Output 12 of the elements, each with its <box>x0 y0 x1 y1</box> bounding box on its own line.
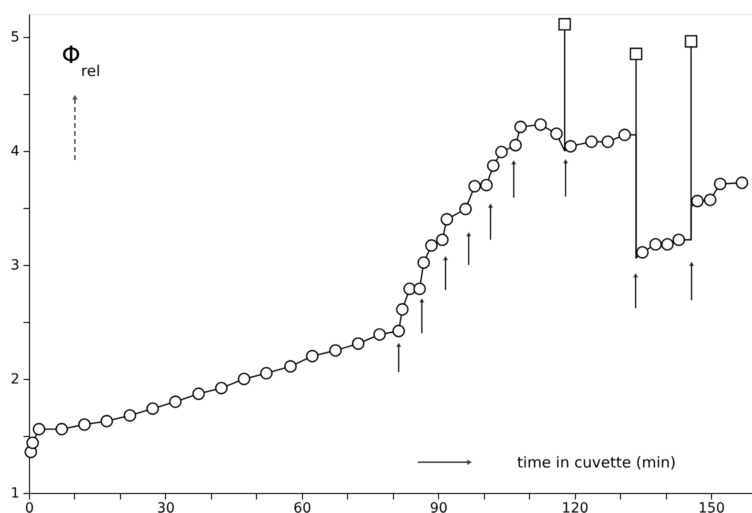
y-tick-label: 3 <box>10 257 20 274</box>
y-tick-label: 4 <box>10 143 20 160</box>
x-tick-label: 0 <box>25 500 34 513</box>
x-tick-label: 150 <box>698 500 725 513</box>
y-tick-label: 5 <box>10 29 20 46</box>
x-tick-label: 30 <box>157 500 175 513</box>
x-axis-title: time in cuvette (min) <box>517 454 676 472</box>
y-tick-label: 1 <box>10 486 20 502</box>
x-tick-label: 120 <box>562 500 589 513</box>
x-tick-label: 60 <box>293 500 312 513</box>
x-tick-label: 90 <box>430 500 448 513</box>
y-tick-label: 2 <box>10 371 20 388</box>
